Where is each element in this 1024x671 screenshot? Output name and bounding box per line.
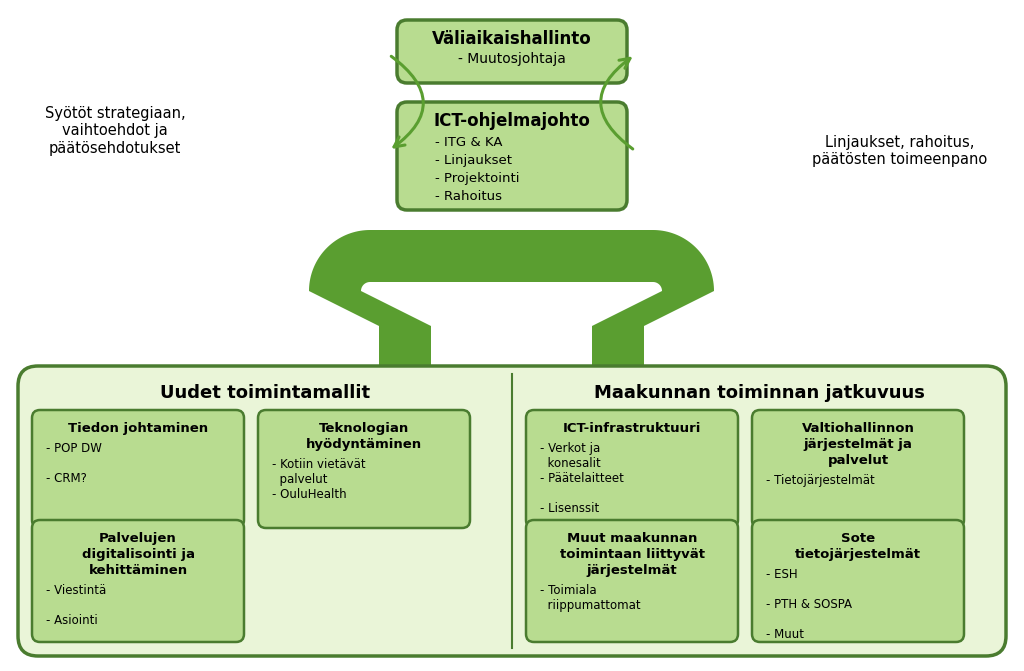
Text: - ITG & KA: - ITG & KA — [435, 136, 503, 149]
FancyBboxPatch shape — [526, 410, 738, 528]
Text: Syötöt strategiaan,
vaihtoehdot ja
päätösehdotukset: Syötöt strategiaan, vaihtoehdot ja päätö… — [45, 106, 185, 156]
FancyBboxPatch shape — [752, 410, 964, 528]
FancyBboxPatch shape — [397, 102, 627, 210]
Text: - CRM?: - CRM? — [46, 472, 87, 485]
Text: Väliaikaishallinto: Väliaikaishallinto — [432, 30, 592, 48]
FancyBboxPatch shape — [258, 410, 470, 528]
FancyBboxPatch shape — [32, 410, 244, 528]
FancyBboxPatch shape — [526, 520, 738, 642]
Text: - Päätelaitteet: - Päätelaitteet — [540, 472, 624, 485]
Text: - Kotiin vietävät: - Kotiin vietävät — [272, 458, 366, 471]
Text: - Lisenssit: - Lisenssit — [540, 502, 599, 515]
FancyBboxPatch shape — [397, 20, 627, 83]
Text: Maakunnan toiminnan jatkuvuus: Maakunnan toiminnan jatkuvuus — [594, 384, 925, 402]
Text: - Linjaukset: - Linjaukset — [435, 154, 512, 167]
Text: konesalit: konesalit — [540, 457, 601, 470]
Text: - Asiointi: - Asiointi — [46, 614, 97, 627]
Text: hyödyntäminen: hyödyntäminen — [306, 438, 422, 451]
FancyBboxPatch shape — [18, 366, 1006, 656]
Text: tietojärjestelmät: tietojärjestelmät — [795, 548, 921, 561]
Text: - Tietojärjestelmät: - Tietojärjestelmät — [766, 474, 874, 487]
Text: riippumattomat: riippumattomat — [540, 599, 641, 612]
Text: Teknologian: Teknologian — [318, 422, 410, 435]
Text: digitalisointi ja: digitalisointi ja — [82, 548, 195, 561]
Text: Valtiohallinnon: Valtiohallinnon — [802, 422, 914, 435]
Text: - Toimiala: - Toimiala — [540, 584, 597, 597]
Text: palvelut: palvelut — [272, 473, 328, 486]
Text: - OuluHealth: - OuluHealth — [272, 488, 347, 501]
Text: - Muutosjohtaja: - Muutosjohtaja — [458, 52, 566, 66]
Text: Linjaukset, rahoitus,
päätösten toimeenpano: Linjaukset, rahoitus, päätösten toimeenp… — [812, 135, 987, 167]
Text: järjestelmät: järjestelmät — [587, 564, 677, 577]
Text: kehittäminen: kehittäminen — [88, 564, 187, 577]
Polygon shape — [309, 230, 714, 369]
Text: - Verkot ja: - Verkot ja — [540, 442, 600, 455]
Text: - PTH & SOSPA: - PTH & SOSPA — [766, 598, 852, 611]
Text: Sote: Sote — [841, 532, 876, 545]
Text: - Muut: - Muut — [766, 628, 804, 641]
Text: Palvelujen: Palvelujen — [99, 532, 177, 545]
Text: Tiedon johtaminen: Tiedon johtaminen — [68, 422, 208, 435]
Text: palvelut: palvelut — [827, 454, 889, 467]
Text: - POP DW: - POP DW — [46, 442, 101, 455]
Text: - Rahoitus: - Rahoitus — [435, 190, 502, 203]
Text: järjestelmät ja: järjestelmät ja — [804, 438, 912, 451]
Text: toimintaan liittyvät: toimintaan liittyvät — [559, 548, 705, 561]
Text: - Projektointi: - Projektointi — [435, 172, 519, 185]
Text: ICT-ohjelmajohto: ICT-ohjelmajohto — [433, 112, 591, 130]
Text: - ESH: - ESH — [766, 568, 798, 581]
Text: ICT-infrastruktuuri: ICT-infrastruktuuri — [563, 422, 701, 435]
FancyBboxPatch shape — [752, 520, 964, 642]
Text: - Viestintä: - Viestintä — [46, 584, 106, 597]
FancyBboxPatch shape — [32, 520, 244, 642]
Text: Uudet toimintamallit: Uudet toimintamallit — [160, 384, 370, 402]
Text: Muut maakunnan: Muut maakunnan — [567, 532, 697, 545]
